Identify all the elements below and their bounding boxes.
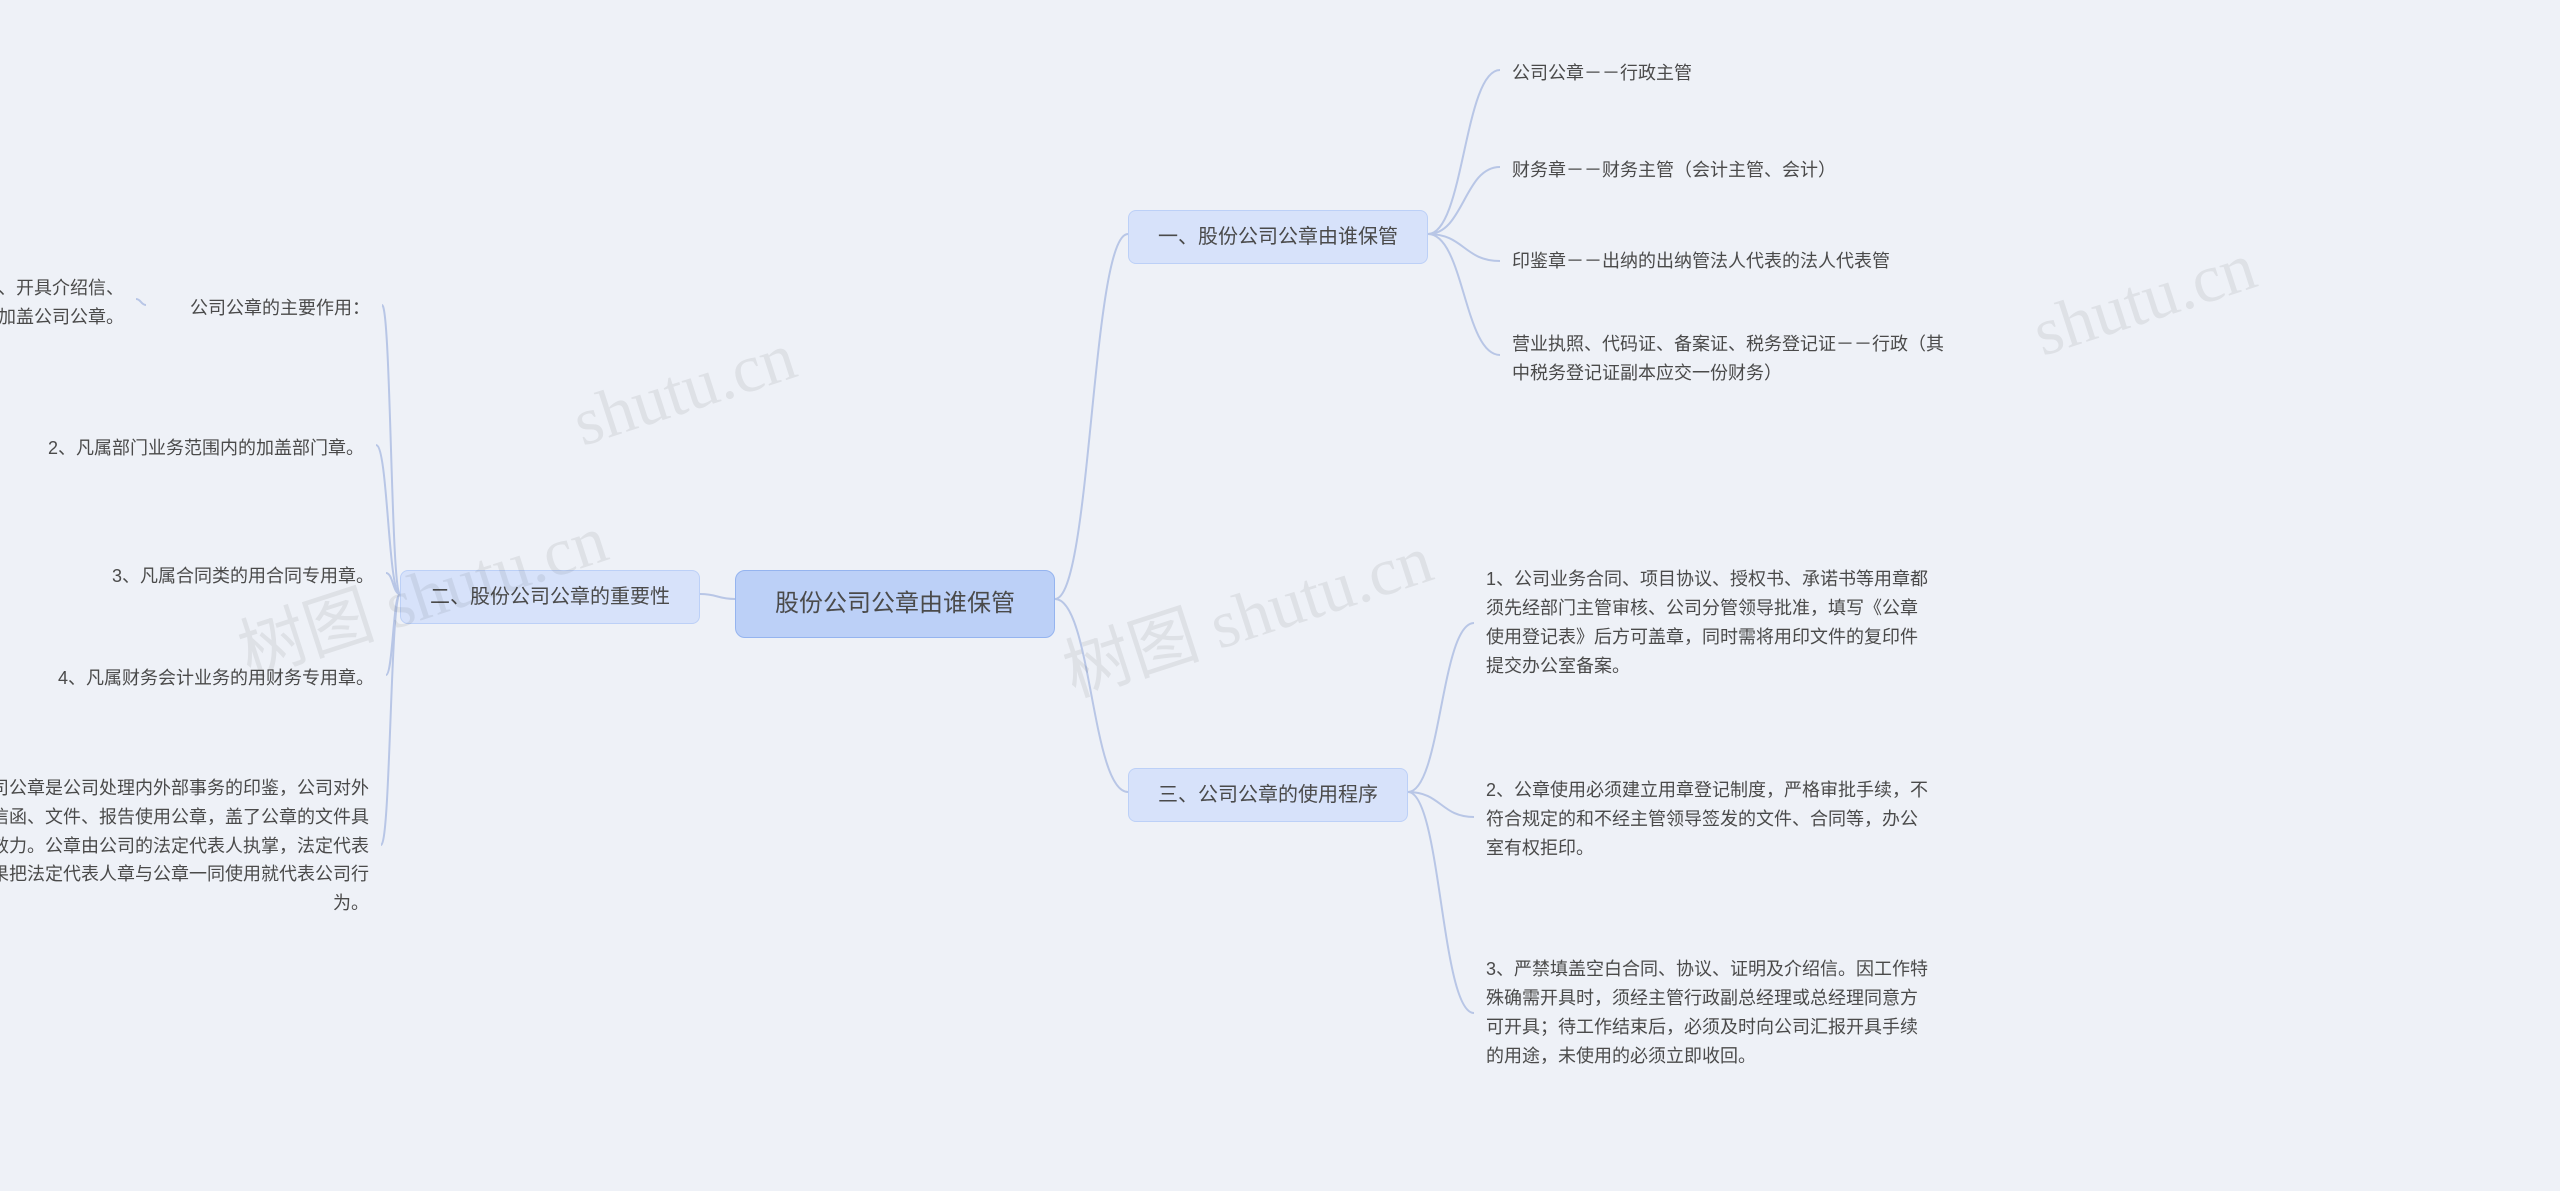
watermark-1: shutu.cn: [563, 317, 805, 463]
leaf-l2-3: 4、凡属财务会计业务的用财务专用章。: [0, 660, 380, 697]
mindmap-canvas: 股份公司公章由谁保管 一、股份公司公章由谁保管 公司公章－－行政主管财务章－－财务主…: [0, 0, 2560, 1191]
leaf-r3-0: 1、公司业务合同、项目协议、授权书、承诺书等用章都须先经部门主管审核、公司分管领…: [1480, 548, 1940, 698]
leaf-r1-1: 财务章－－财务主管（会计主管、会计）: [1506, 152, 1936, 189]
root-node[interactable]: 股份公司公章由谁保管: [735, 570, 1055, 638]
leaf-l2-1: 2、凡属部门业务范围内的加盖部门章。: [0, 430, 370, 467]
watermark-3: shutu.cn: [2023, 227, 2265, 373]
leaf-l2-4: 注：公司公章是公司处理内外部事务的印鉴，公司对外的正式信函、文件、报告使用公章，…: [0, 770, 375, 922]
leaf-r1-0: 公司公章－－行政主管: [1506, 55, 1936, 92]
leaf-r3-2: 3、严禁填盖空白合同、协议、证明及介绍信。因工作特殊确需开具时，须经主管行政副总…: [1480, 938, 1940, 1088]
leaf-r3-1: 2、公章使用必须建立用章登记制度，严格审批手续，不符合规定的和不经主管领导签发的…: [1480, 772, 1940, 866]
leaf-l2-0: 公司公章的主要作用：: [146, 290, 376, 327]
branch-l2[interactable]: 二、股份公司公章的重要性: [400, 570, 700, 624]
watermark-2: 树图 shutu.cn: [1049, 503, 1442, 715]
leaf-r1-3: 营业执照、代码证、备案证、税务登记证－－行政（其中税务登记证副本应交一份财务）: [1506, 326, 1966, 392]
branch-r3[interactable]: 三、公司公章的使用程序: [1128, 768, 1408, 822]
leaf-l2-0-sub: 1、凡属以公司名义对外发文、开具介绍信、报送报表等一律加盖公司公章。: [0, 270, 130, 336]
leaf-l2-2: 3、凡属合同类的用合同专用章。: [60, 558, 380, 595]
leaf-r1-2: 印鉴章－－出纳的出纳管法人代表的法人代表管: [1506, 232, 1966, 290]
branch-r1[interactable]: 一、股份公司公章由谁保管: [1128, 210, 1428, 264]
